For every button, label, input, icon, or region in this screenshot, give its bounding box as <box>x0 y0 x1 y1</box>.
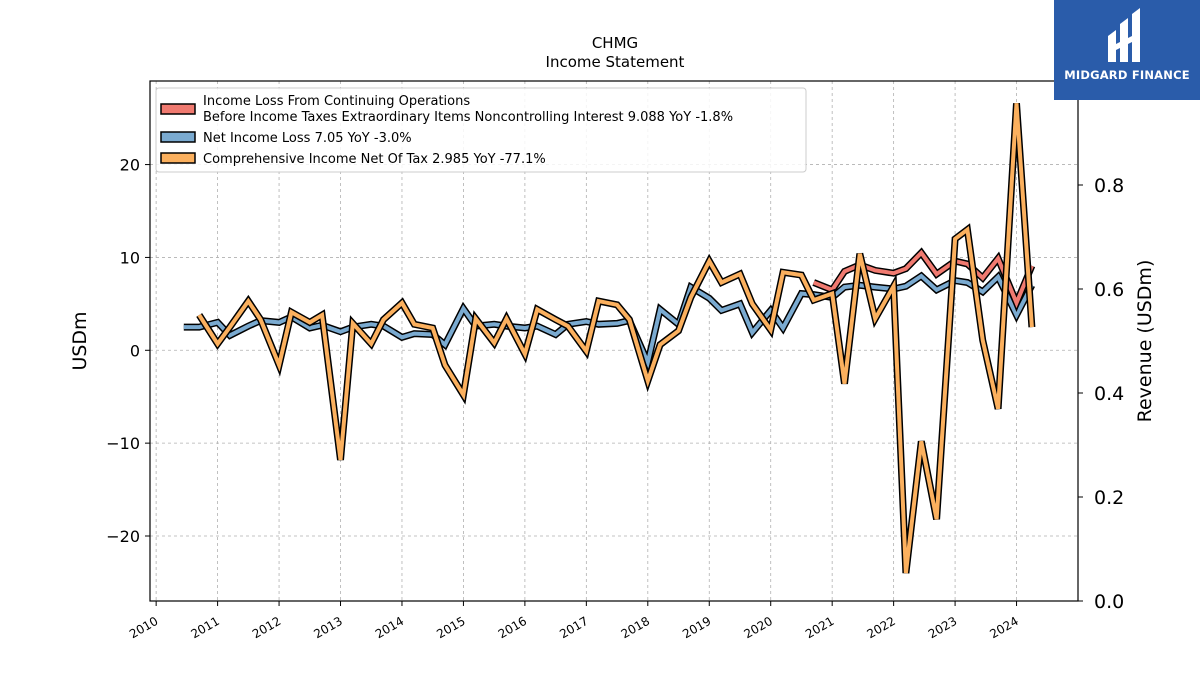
series-layer <box>183 103 1036 574</box>
x-tick-label: 2012 <box>250 614 283 641</box>
y-right-tick-label: 0.8 <box>1094 175 1124 197</box>
y-right-tick-label: 0.4 <box>1094 383 1124 405</box>
legend-swatch-income-loss <box>160 103 196 115</box>
x-tick-label: 2022 <box>864 614 897 641</box>
x-tick-label: 2019 <box>680 614 713 641</box>
x-tick-label: 2017 <box>557 614 590 641</box>
y-tick-label: −10 <box>106 434 140 453</box>
x-tick-label: 2021 <box>803 614 836 641</box>
x-tick-label: 2023 <box>926 614 959 641</box>
midgard-logo-icon <box>1108 8 1140 62</box>
legend-label-income-loss-line2: Before Income Taxes Extraordinary Items … <box>203 110 733 125</box>
x-tick-label: 2020 <box>742 614 775 641</box>
chart-title: CHMG <box>592 34 638 52</box>
legend-label-income-loss-line1: Income Loss From Continuing Operations <box>203 94 470 109</box>
legend-box <box>155 87 807 173</box>
legend-swatch-net-income <box>160 131 196 143</box>
y-tick-label: 20 <box>120 156 140 175</box>
axes: 2010 2011 2012 2013 2014 2015 2016 2017 2018 2019… <box>106 156 1124 642</box>
x-tick-label: 2013 <box>311 614 344 641</box>
x-tick-label: 2018 <box>619 614 652 641</box>
y-tick-label: 10 <box>120 248 140 267</box>
x-tick-label: 2011 <box>188 614 221 641</box>
logo-text: MIDGARD FINANCE <box>1064 68 1190 82</box>
x-tick-label: 2010 <box>127 614 160 641</box>
income-loss-series-line <box>812 249 1034 309</box>
legend-label-net-income: Net Income Loss 7.05 YoY -3.0% <box>203 131 412 146</box>
y-axis-label: USDm <box>69 311 91 370</box>
x-tick-label: 2016 <box>496 614 529 641</box>
x-tick-label: 2024 <box>987 614 1020 641</box>
x-tick-label: 2014 <box>373 614 406 641</box>
y-right-tick-label: 0.0 <box>1094 591 1124 613</box>
y-right-tick-label: 0.2 <box>1094 487 1124 509</box>
y-tick-label: −20 <box>106 527 140 546</box>
plot-frame <box>149 80 1079 602</box>
chart-subtitle: Income Statement <box>546 53 685 71</box>
legend-swatch-comprehensive-income <box>160 152 196 164</box>
y-axis-right-label: Revenue (USDm) <box>1134 260 1156 423</box>
income-loss-series <box>812 247 1036 313</box>
y-tick-label: 0 <box>130 341 140 360</box>
legend-label-comprehensive-income: Comprehensive Income Net Of Tax 2.985 Yo… <box>203 152 546 167</box>
x-tick-label: 2015 <box>434 614 467 641</box>
legend: Income Loss From Continuing Operations B… <box>155 87 807 173</box>
comprehensive-income-series-line <box>197 103 1034 574</box>
y-right-tick-label: 0.6 <box>1094 279 1124 301</box>
midgard-finance-logo: MIDGARD FINANCE <box>1054 0 1200 100</box>
comprehensive-income-series <box>196 103 1036 574</box>
